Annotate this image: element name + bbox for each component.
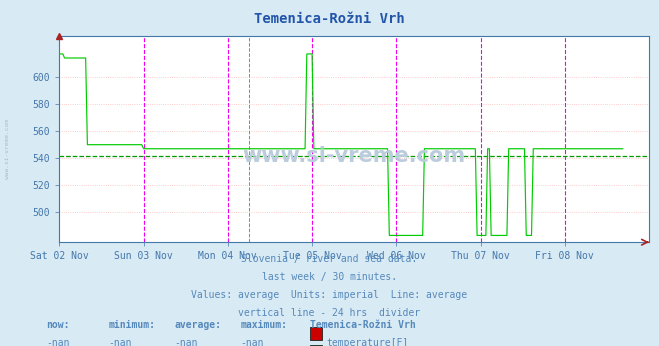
Text: last week / 30 minutes.: last week / 30 minutes. [262,272,397,282]
Text: -nan: -nan [241,338,264,346]
Text: www.si-vreme.com: www.si-vreme.com [243,146,466,166]
Text: -nan: -nan [46,338,70,346]
Text: Temenica-Rožni Vrh: Temenica-Rožni Vrh [254,12,405,26]
Text: Temenica-Rožni Vrh: Temenica-Rožni Vrh [310,320,415,330]
Text: -nan: -nan [109,338,132,346]
Text: maximum:: maximum: [241,320,287,330]
Text: minimum:: minimum: [109,320,156,330]
Text: www.si-vreme.com: www.si-vreme.com [5,119,11,179]
Text: average:: average: [175,320,221,330]
Text: vertical line - 24 hrs  divider: vertical line - 24 hrs divider [239,308,420,318]
Text: temperature[F]: temperature[F] [326,338,409,346]
Text: Slovenia / river and sea data.: Slovenia / river and sea data. [241,254,418,264]
Text: Values: average  Units: imperial  Line: average: Values: average Units: imperial Line: av… [191,290,468,300]
Text: now:: now: [46,320,70,330]
Text: -nan: -nan [175,338,198,346]
